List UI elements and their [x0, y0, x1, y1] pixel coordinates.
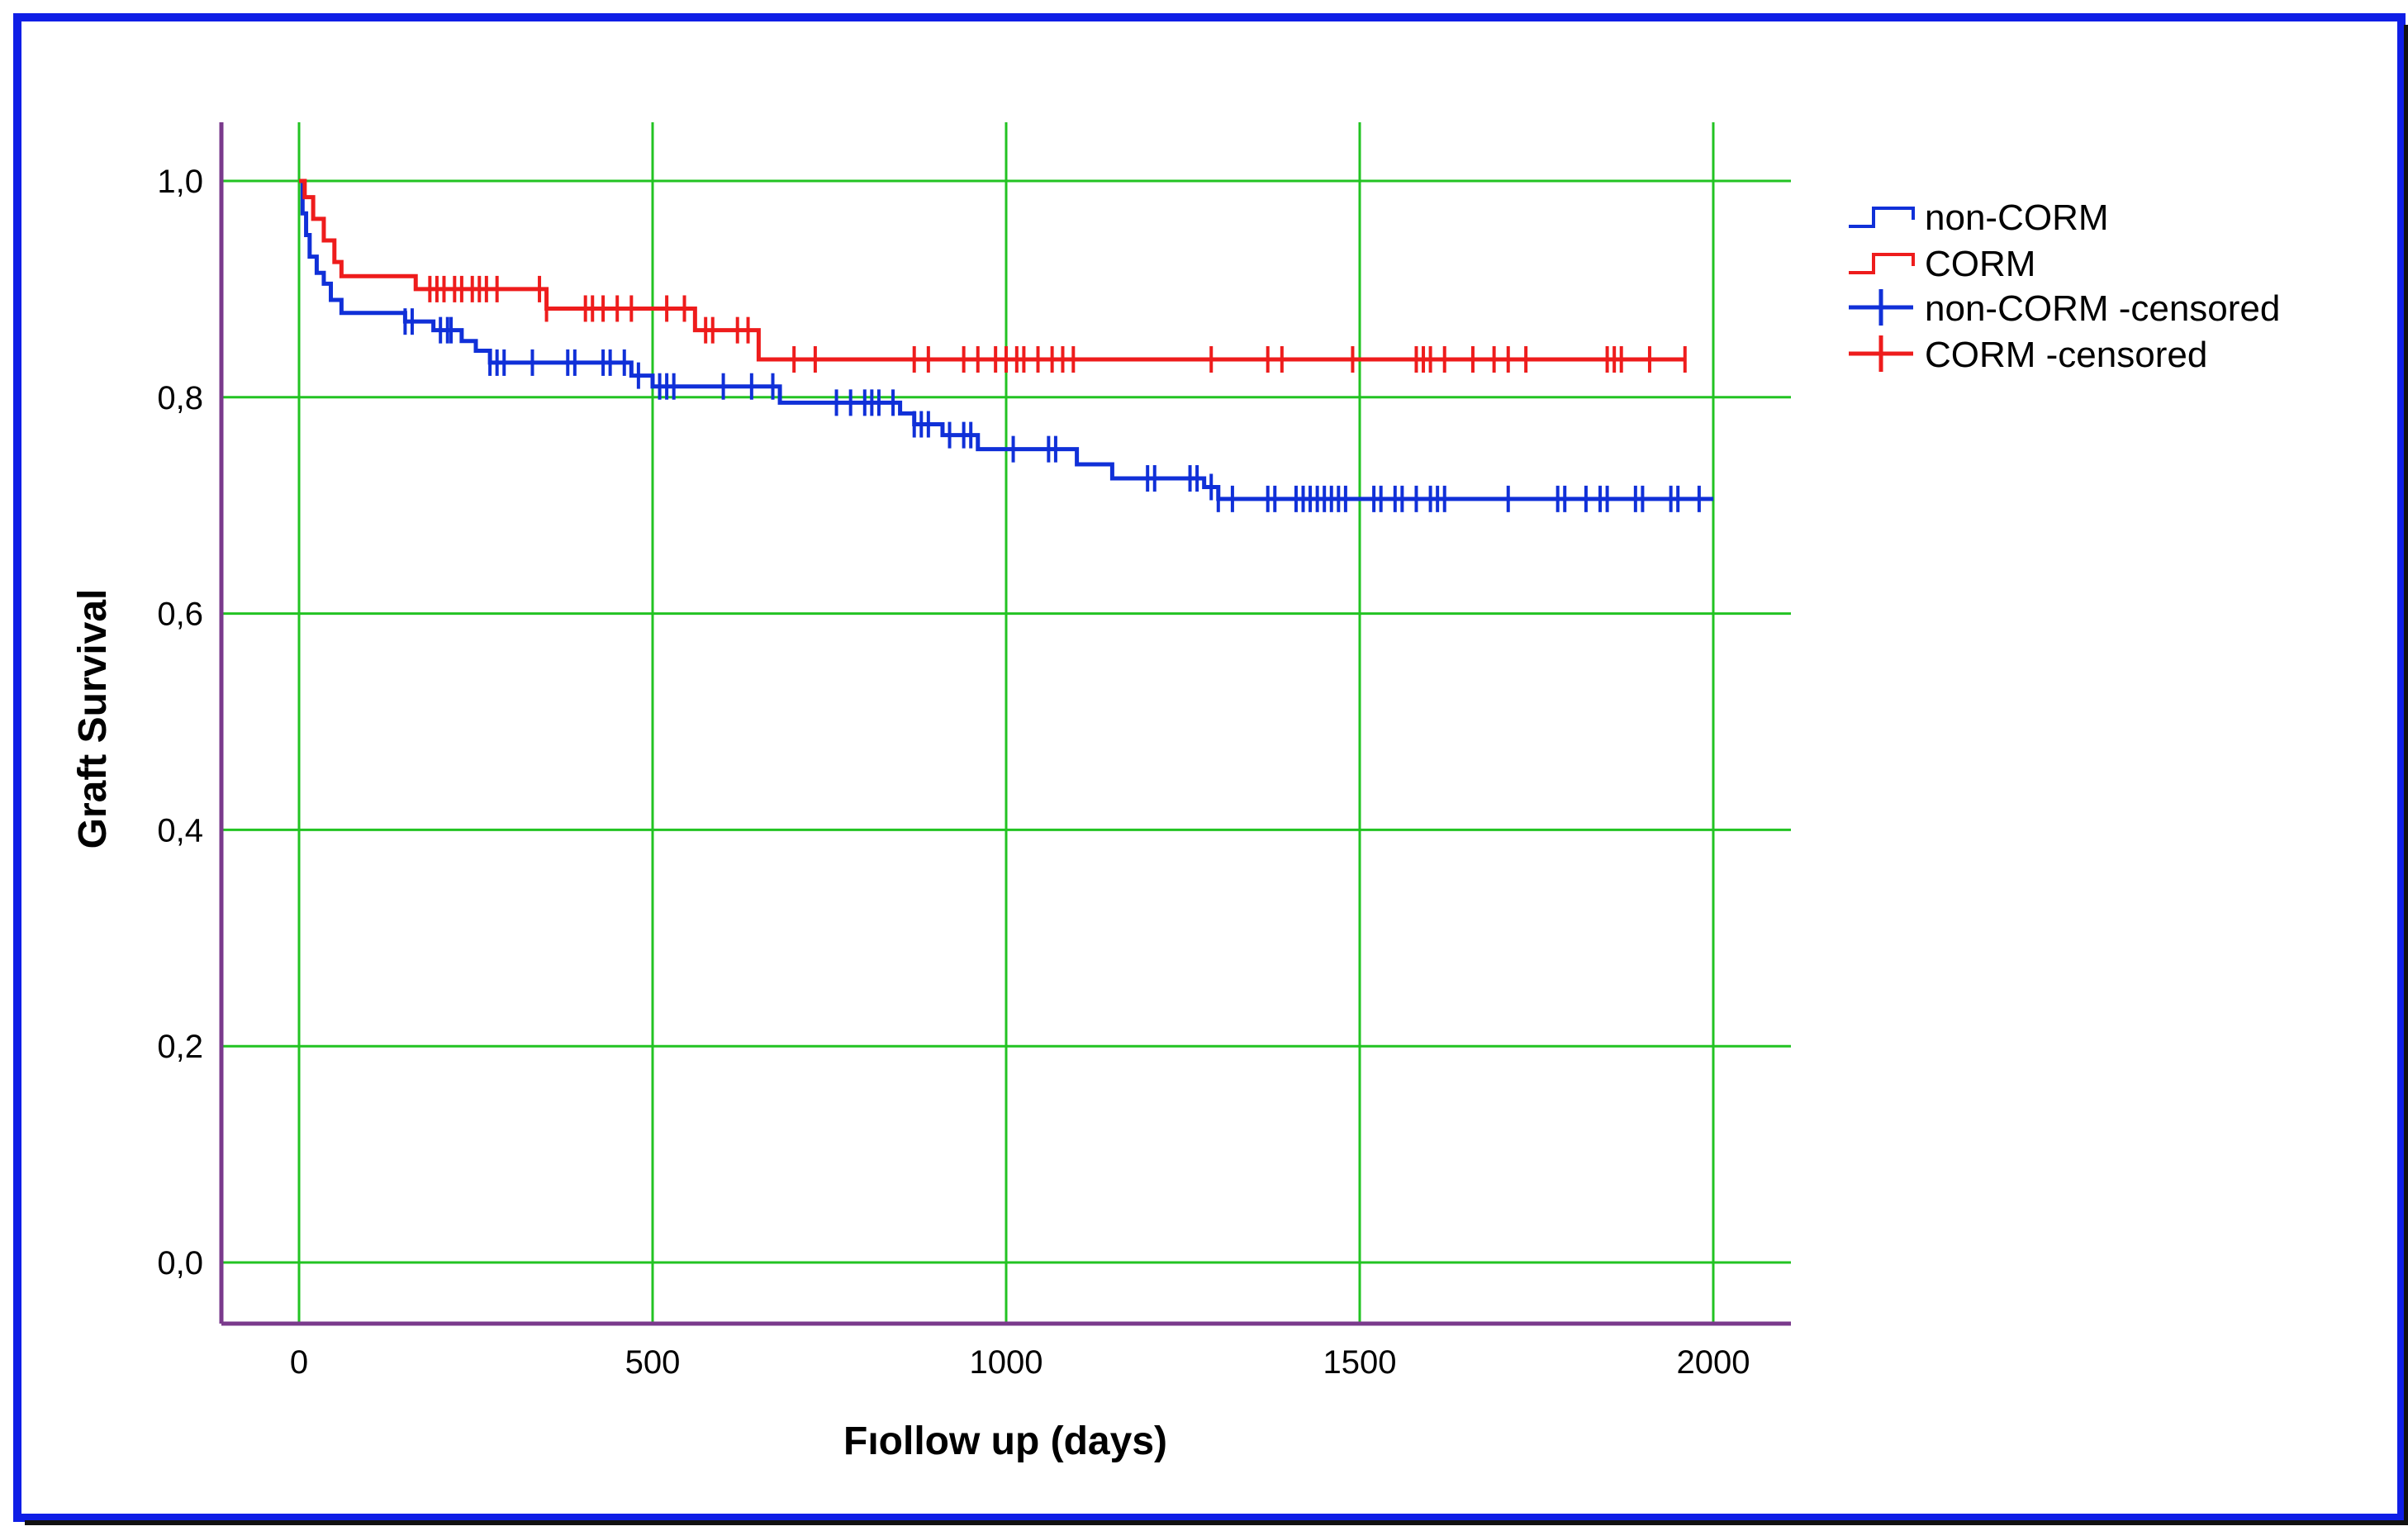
- grid: [221, 122, 1791, 1324]
- legend-step-icon: [1849, 253, 1915, 274]
- legend-step-icon: [1849, 207, 1915, 228]
- y-tick-label: 0,2: [157, 1029, 203, 1065]
- legend-label: CORM: [1925, 244, 2035, 284]
- y-axis-title: Graft Survival: [71, 589, 115, 849]
- y-tick-label: 0,6: [157, 597, 203, 633]
- legend-item: non-CORM: [1849, 197, 2109, 238]
- x-tick-label: 1500: [1323, 1344, 1397, 1381]
- x-tick-label: 500: [625, 1344, 681, 1381]
- legend-label: non-CORM -censored: [1925, 288, 2280, 329]
- y-tick-label: 0,0: [157, 1245, 203, 1281]
- y-tick-label: 0,8: [157, 380, 203, 416]
- y-tick-label: 1,0: [157, 164, 203, 200]
- y-tick-label: 0,4: [157, 812, 203, 849]
- survival-curve: [299, 178, 1685, 362]
- figure-frame: [13, 13, 2408, 1525]
- x-axis-title: Fıollow up (days): [843, 1419, 1167, 1463]
- legend-item: CORM: [1849, 244, 2035, 284]
- legend-label: CORM -censored: [1925, 335, 2207, 375]
- axes: [219, 122, 1791, 1326]
- tick-labels: 0 500 1000 1500 2000 0,0 0,2 0,4 0,6 0,8 1,0: [157, 164, 1750, 1381]
- legend-item: non-CORM -censored: [1849, 288, 2280, 329]
- legend-label: non-CORM: [1925, 197, 2109, 238]
- series-CORM: [299, 178, 1687, 373]
- series-layer: [299, 178, 1713, 512]
- x-tick-label: 1000: [970, 1344, 1043, 1381]
- x-tick-label: 2000: [1677, 1344, 1750, 1381]
- x-tick-label: 0: [290, 1344, 308, 1381]
- legend-item: CORM -censored: [1849, 335, 2207, 375]
- series-non-CORM: [299, 178, 1713, 512]
